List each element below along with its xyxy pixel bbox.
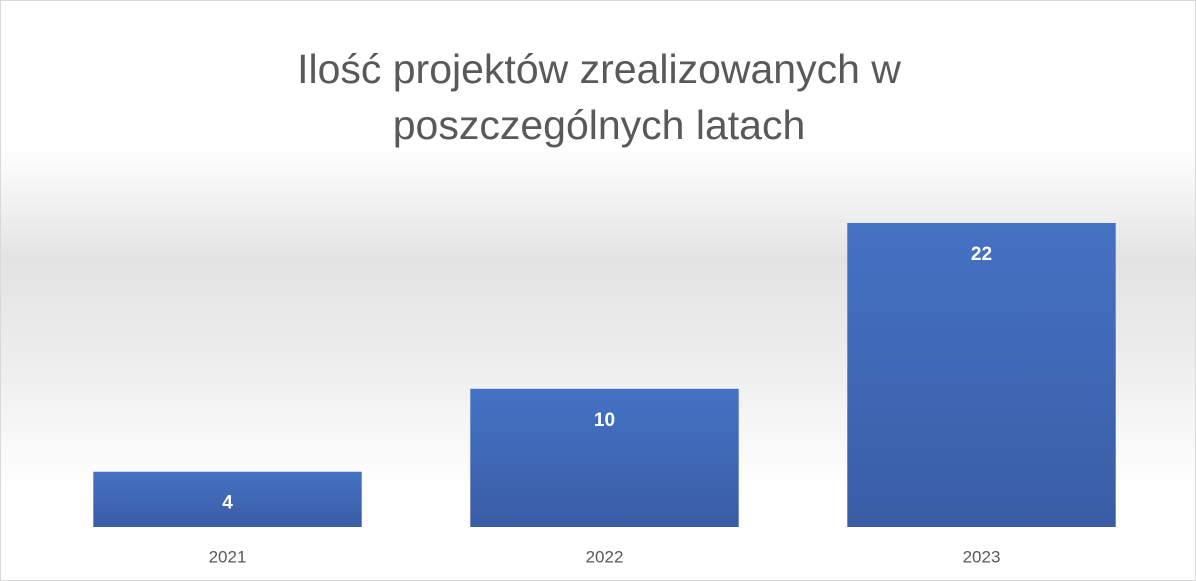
bar xyxy=(847,223,1116,527)
chart-title: Ilość projektów zrealizowanych w poszcze… xyxy=(297,46,901,148)
data-label: 22 xyxy=(971,244,992,265)
x-tick-label: 2021 xyxy=(209,547,247,566)
data-label: 4 xyxy=(222,493,233,514)
bar xyxy=(470,388,739,527)
x-tick-label: 2023 xyxy=(963,547,1001,566)
x-tick-label: 2022 xyxy=(586,547,624,566)
bar xyxy=(93,471,362,527)
data-label: 10 xyxy=(594,410,615,431)
